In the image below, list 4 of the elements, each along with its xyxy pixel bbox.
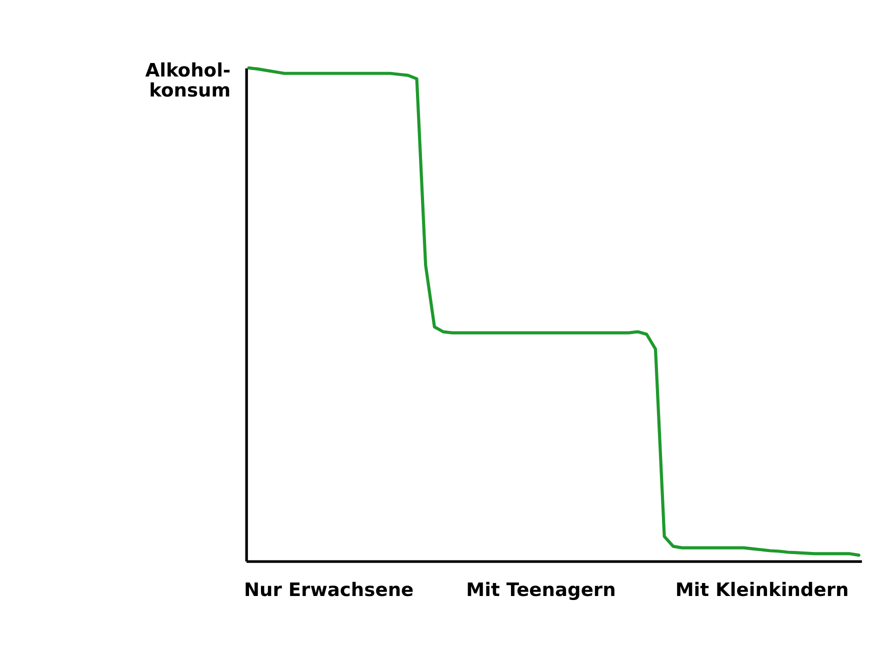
x-tick-label: Mit Teenagern bbox=[466, 580, 616, 602]
y-axis-title: Alkohol- konsum bbox=[145, 60, 231, 102]
x-tick-label: Nur Erwachsene bbox=[244, 580, 414, 602]
x-tick-label: Mit Kleinkindern bbox=[675, 580, 849, 602]
